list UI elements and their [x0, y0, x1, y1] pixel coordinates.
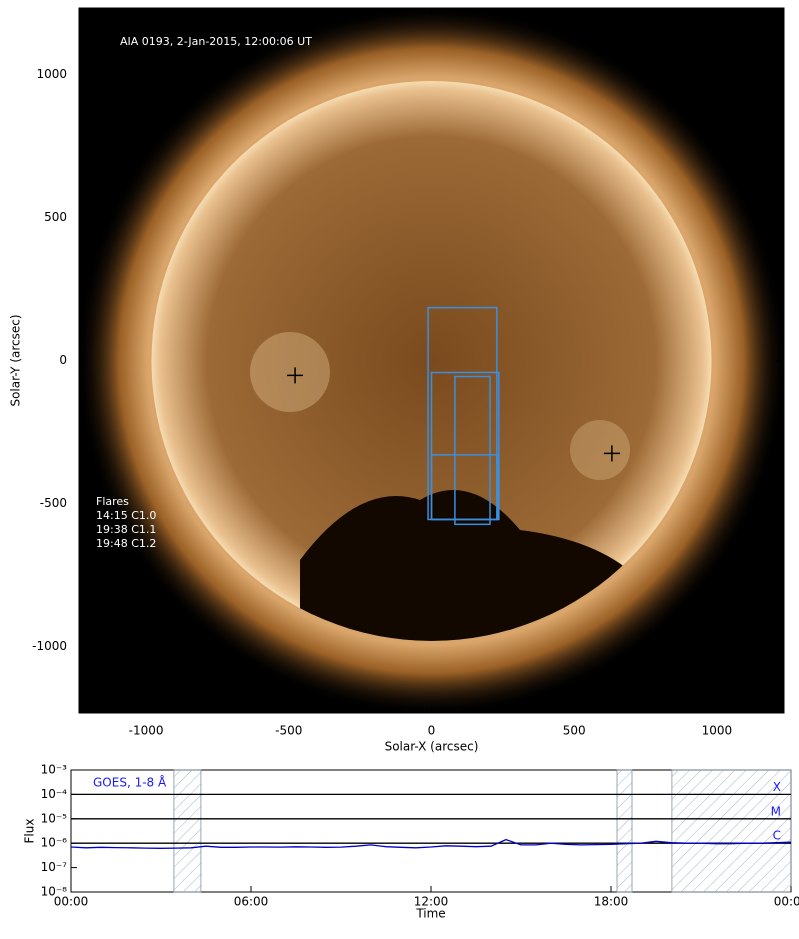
y-tick-label: -1000 — [32, 639, 67, 653]
flare-marker — [287, 367, 304, 384]
active-region — [570, 420, 630, 480]
x-tick-label: 00:00 — [774, 895, 799, 909]
flux-line — [70, 838, 792, 849]
y-tick-label: 10⁻⁶ — [41, 836, 68, 850]
class-level-label: C — [773, 829, 781, 843]
field-of-view-box — [430, 454, 499, 521]
image-title: AIA 0193, 2-Jan-2015, 12:00:06 UT — [120, 35, 312, 48]
y-tick-label: 1000 — [36, 67, 67, 81]
y-axis-label: Solar-Y (arcsec) — [9, 314, 23, 406]
class-level-label: M — [771, 804, 781, 818]
y-tick-label: 10⁻³ — [41, 763, 68, 777]
y-tick-label: 500 — [44, 210, 67, 224]
shaded-interval — [173, 769, 202, 893]
flares-title: Flares — [96, 495, 129, 508]
y-tick-label: 10⁻⁸ — [41, 885, 68, 899]
class-level-label: X — [773, 780, 781, 794]
y-tick-label: 10⁻⁴ — [41, 787, 68, 801]
y-axis-label: Flux — [23, 819, 37, 844]
shaded-interval — [671, 769, 792, 893]
field-of-view-box — [454, 375, 491, 526]
y-tick-label: 10⁻⁵ — [41, 811, 68, 825]
x-tick-label: 06:00 — [234, 895, 269, 909]
x-tick-label: 0 — [428, 724, 436, 738]
active-region — [250, 332, 330, 412]
flare-entry: 19:38 C1.1 — [96, 523, 156, 536]
chart-title: GOES, 1-8 Å — [93, 775, 167, 790]
flare-entry: 14:15 C1.0 — [96, 509, 156, 522]
y-tick-label: 0 — [59, 353, 67, 367]
x-axis-label: Solar-X (arcsec) — [385, 740, 479, 754]
solar-disk — [151, 81, 712, 641]
x-axis-label: Time — [415, 907, 445, 921]
solar-image — [79, 8, 784, 713]
y-tick-label: 10⁻⁷ — [41, 860, 68, 874]
x-tick-label: -1000 — [129, 724, 164, 738]
y-tick-label: -500 — [40, 496, 67, 510]
x-tick-label: 500 — [563, 724, 586, 738]
x-tick-label: 00:00 — [54, 895, 89, 909]
shaded-interval — [616, 769, 633, 893]
x-tick-label: 12:00 — [414, 895, 449, 909]
x-tick-label: -500 — [275, 724, 302, 738]
flare-entry: 19:48 C1.2 — [96, 537, 156, 550]
x-tick-label: 18:00 — [594, 895, 629, 909]
x-tick-label: 1000 — [702, 724, 733, 738]
flare-marker — [603, 445, 620, 462]
